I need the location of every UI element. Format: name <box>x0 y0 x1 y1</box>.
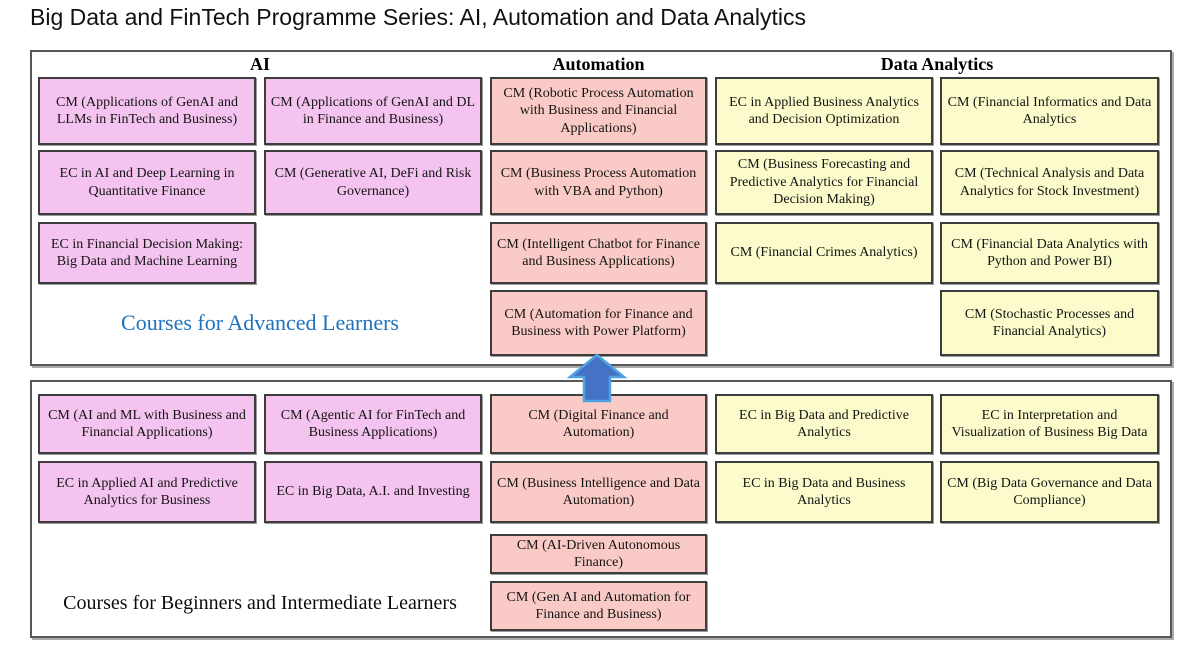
course-box-beg-auto-bi-data: CM (Business Intelligence and Data Autom… <box>490 461 707 523</box>
course-box-adv-da-stochastic: CM (Stochastic Processes and Financial A… <box>940 290 1159 356</box>
course-box-beg-ai-agentic: CM (Agentic AI for FinTech and Business … <box>264 394 482 454</box>
course-box-beg-da-predictive: EC in Big Data and Predictive Analytics <box>715 394 933 454</box>
course-box-adv-auto-power-platform: CM (Automation for Finance and Business … <box>490 290 707 356</box>
advanced-section: AI Automation Data Analytics CM (Applica… <box>30 50 1172 366</box>
course-box-adv-ai-deep-learning: EC in AI and Deep Learning in Quantitati… <box>38 150 256 215</box>
course-box-beg-da-governance: CM (Big Data Governance and Data Complia… <box>940 461 1159 523</box>
course-box-adv-da-python-powerbi: CM (Financial Data Analytics with Python… <box>940 222 1159 284</box>
course-box-beg-ai-ml-business: CM (AI and ML with Business and Financia… <box>38 394 256 454</box>
course-box-adv-auto-rpa: CM (Robotic Process Automation with Busi… <box>490 77 707 145</box>
course-box-beg-ai-applied-predictive: EC in Applied AI and Predictive Analytic… <box>38 461 256 523</box>
course-box-adv-ai-genai-dl: CM (Applications of GenAI and DL in Fina… <box>264 77 482 145</box>
course-box-adv-ai-financial-decision: EC in Financial Decision Making: Big Dat… <box>38 222 256 284</box>
column-header-ai: AI <box>249 54 270 74</box>
course-box-adv-ai-generative-defi: CM (Generative AI, DeFi and Risk Governa… <box>264 150 482 215</box>
column-header-automation: Automation <box>552 54 645 74</box>
course-box-beg-ai-investing: EC in Big Data, A.I. and Investing <box>264 461 482 523</box>
course-box-adv-auto-chatbot: CM (Intelligent Chatbot for Finance and … <box>490 222 707 284</box>
course-box-adv-da-financial-crimes: CM (Financial Crimes Analytics) <box>715 222 933 284</box>
course-box-beg-auto-autonomous-finance: CM (AI-Driven Autonomous Finance) <box>490 534 707 574</box>
page-title: Big Data and FinTech Programme Series: A… <box>30 4 807 30</box>
course-box-adv-da-decision-optimization: EC in Applied Business Analytics and Dec… <box>715 77 933 145</box>
course-box-adv-da-financial-informatics: CM (Financial Informatics and Data Analy… <box>940 77 1159 145</box>
course-box-adv-da-forecasting: CM (Business Forecasting and Predictive … <box>715 150 933 215</box>
course-box-beg-da-visualization: EC in Interpretation and Visualization o… <box>940 394 1159 454</box>
course-box-beg-auto-genai-automation: CM (Gen AI and Automation for Finance an… <box>490 581 707 631</box>
course-box-adv-da-technical-analysis: CM (Technical Analysis and Data Analytic… <box>940 150 1159 215</box>
up-arrow-icon <box>566 353 628 403</box>
course-box-beg-da-business-analytics: EC in Big Data and Business Analytics <box>715 461 933 523</box>
beginner-tier-label: Courses for Beginners and Intermediate L… <box>63 592 457 614</box>
course-box-adv-auto-vba-python: CM (Business Process Automation with VBA… <box>490 150 707 215</box>
course-box-adv-ai-genai-llms: CM (Applications of GenAI and LLMs in Fi… <box>38 77 256 145</box>
advanced-tier-label: Courses for Advanced Learners <box>121 310 399 335</box>
beginner-section: CM (AI and ML with Business and Financia… <box>30 380 1172 638</box>
course-box-beg-auto-digital-finance: CM (Digital Finance and Automation) <box>490 394 707 454</box>
column-header-data-analytics: Data Analytics <box>880 54 994 74</box>
